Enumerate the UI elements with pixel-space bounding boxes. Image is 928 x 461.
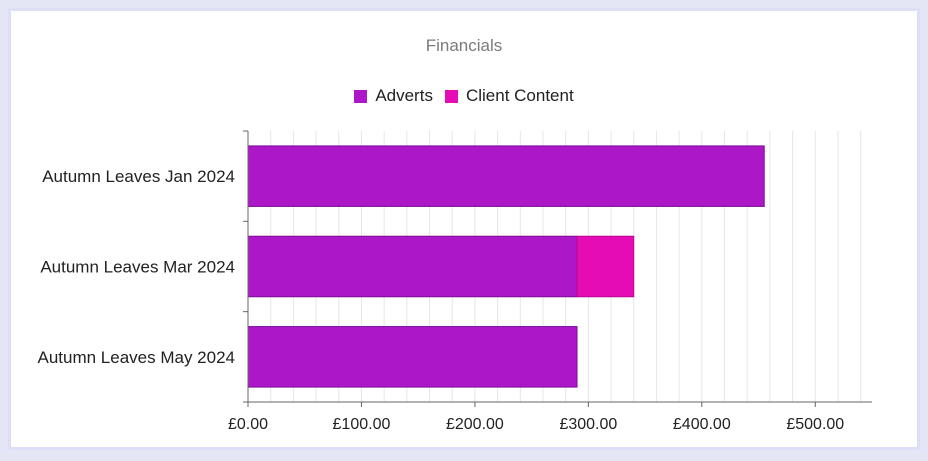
chart-title: Financials: [425, 36, 503, 55]
legend-swatch-client-content: [444, 89, 458, 103]
bar-adverts: [247, 235, 578, 298]
x-tick-label: £300.00: [559, 416, 617, 433]
legend-swatch-adverts: [354, 89, 368, 103]
category-label: Autumn Leaves Mar 2024: [40, 258, 235, 277]
legend-item-adverts[interactable]: Adverts: [354, 86, 433, 106]
category-label: Autumn Leaves May 2024: [37, 348, 235, 367]
legend-label-adverts: Adverts: [375, 86, 433, 105]
x-tick-label: £0.00: [228, 416, 268, 433]
bar-adverts: [247, 326, 578, 388]
chart-legend: Adverts Client Content: [0, 86, 928, 106]
legend-item-client-content[interactable]: Client Content: [444, 86, 574, 106]
x-tick-label: £200.00: [446, 416, 504, 433]
bar-adverts: [247, 145, 765, 207]
x-tick-label: £500.00: [786, 416, 844, 433]
x-tick-label: £400.00: [673, 416, 731, 433]
x-tick-label: £100.00: [333, 416, 391, 433]
category-label: Autumn Leaves Jan 2024: [42, 167, 235, 186]
bar-client-content: [576, 235, 635, 298]
legend-label-client-content: Client Content: [465, 86, 574, 105]
